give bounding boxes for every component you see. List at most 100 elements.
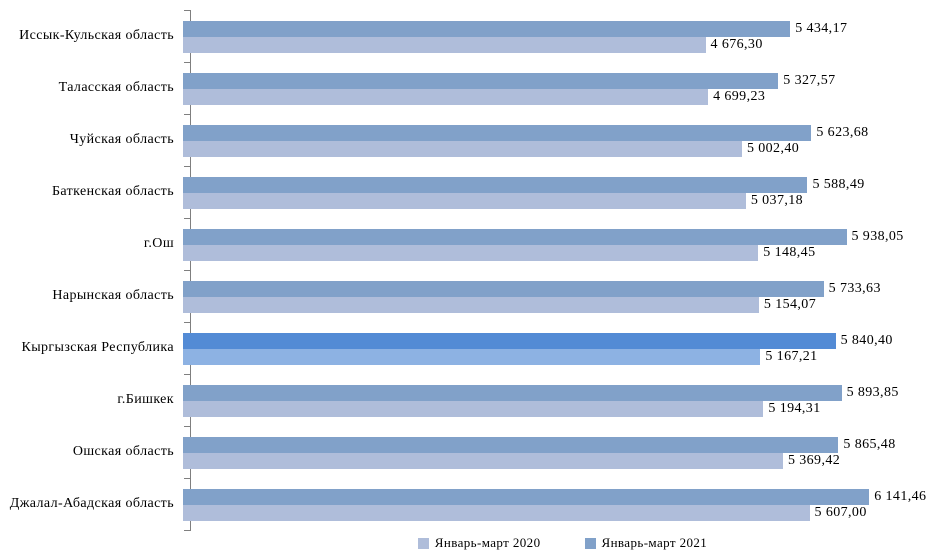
bar-Январь-март 2021 [183,281,824,297]
category-label: Баткенская область [51,183,174,199]
bar-line: 5 369,42 [183,453,935,469]
category-label: Джалал-Абадская область [9,495,174,511]
bar-Январь-март 2020 [183,505,810,521]
bar-Январь-март 2020 [183,297,759,313]
bar-value-label: 5 154,07 [763,297,817,312]
category-label: Нарынская область [52,287,174,303]
bar-value-label: 5 865,48 [843,437,896,452]
bar-Январь-март 2021 [183,229,847,245]
bar-Январь-март 2021 [183,385,842,401]
axis-tick [184,114,190,115]
bar-group: 5 588,49 5 037,18 [182,166,935,218]
chart-row: Иссык-Кульская область 5 434,17 4 676,30 [0,10,935,62]
bar-Январь-март 2020 [183,89,709,105]
bar-value-label: 5 840,40 [840,333,893,348]
chart-row: Ошская область 5 865,48 5 369,42 [0,426,935,478]
legend-item: Январь-март 2021 [584,535,708,551]
bar-value-label: 5 434,17 [795,21,848,36]
bar-group: 5 938,05 5 148,45 [182,218,935,270]
bar-value-label: 5 893,85 [846,385,899,400]
bar-value-label: 5 194,31 [768,401,821,416]
legend-label: Январь-март 2021 [601,535,708,550]
bar-line: 5 623,68 [183,125,935,141]
bar-Январь-март 2021 [183,21,791,37]
bar-line: 5 607,00 [183,505,935,521]
bar-Январь-март 2021 [183,333,836,349]
bar-group: 6 141,46 5 607,00 [182,478,935,530]
axis-tick [184,374,190,375]
bar-line: 5 938,05 [183,229,935,245]
bar-Январь-март 2021 [183,489,870,505]
legend-swatch-icon [417,537,429,549]
bar-group: 5 893,85 5 194,31 [182,374,935,426]
bar-value-label: 5 607,00 [814,505,867,520]
category-label: Кыргызская Республика [21,339,174,355]
legend-item: Январь-март 2020 [417,535,541,551]
bar-line: 5 588,49 [183,177,935,193]
axis-tick [184,62,190,63]
chart-row: Чуйская область 5 623,68 5 002,40 [0,114,935,166]
axis-tick [184,478,190,479]
axis-tick [184,426,190,427]
bar-Январь-март 2021 [183,437,839,453]
bar-line: 4 676,30 [183,37,935,53]
bar-Январь-март 2020 [183,401,764,417]
legend-label: Январь-март 2020 [434,535,541,550]
category-label: Таласская область [58,79,174,95]
chart-row: Кыргызская Республика 5 840,40 5 167,21 [0,322,935,374]
bar-Январь-март 2020 [183,245,759,261]
bar-line: 5 194,31 [183,401,935,417]
chart-row: г.Бишкек 5 893,85 5 194,31 [0,374,935,426]
axis-tick [184,270,190,271]
bar-line: 5 733,63 [183,281,935,297]
bar-line: 5 434,17 [183,21,935,37]
bar-line: 5 840,40 [183,333,935,349]
category-label: Иссык-Кульская область [19,27,174,43]
legend: Январь-март 2020 Январь-март 2021 [190,535,935,551]
bar-value-label: 5 002,40 [746,141,800,156]
bar-group: 5 865,48 5 369,42 [182,426,935,478]
bar-group: 5 623,68 5 002,40 [182,114,935,166]
bar-Январь-март 2020 [183,349,761,365]
bar-Январь-март 2021 [183,73,779,89]
category-label: Чуйская область [69,131,174,147]
bar-group: 5 434,17 4 676,30 [182,10,935,62]
bar-value-label: 5 167,21 [765,349,818,364]
bar-value-label: 5 037,18 [750,193,804,208]
bar-line: 5 148,45 [183,245,935,261]
chart-rows: Иссык-Кульская область 5 434,17 4 676,30 Та… [0,10,935,530]
bar-group: 5 840,40 5 167,21 [182,322,935,374]
chart-row: Баткенская область 5 588,49 5 037,18 [0,166,935,218]
legend-swatch-icon [584,537,596,549]
axis-tick [184,322,190,323]
bar-group: 5 733,63 5 154,07 [182,270,935,322]
bar-Январь-март 2020 [183,37,706,53]
bar-value-label: 5 938,05 [851,229,904,244]
bar-value-label: 4 676,30 [710,37,763,52]
category-label: г.Ош [143,235,174,251]
axis-tick [184,10,190,11]
axis-tick [184,166,190,167]
category-label: г.Бишкек [117,391,174,407]
bar-line: 5 154,07 [183,297,935,313]
chart-row: г.Ош 5 938,05 5 148,45 [0,218,935,270]
plot-area: Иссык-Кульская область 5 434,17 4 676,30 Та… [0,10,935,531]
bar-Январь-март 2020 [183,141,742,157]
category-axis-line [190,10,191,531]
bar-line: 5 327,57 [183,73,935,89]
bar-Январь-март 2021 [183,125,812,141]
bar-Январь-март 2020 [183,453,783,469]
bar-line: 5 167,21 [183,349,935,365]
category-label: Ошская область [72,443,174,459]
chart-row: Джалал-Абадская область 6 141,46 5 607,00 [0,478,935,530]
axis-tick [184,530,190,531]
chart-row: Нарынская область 5 733,63 5 154,07 [0,270,935,322]
bar-line: 6 141,46 [183,489,935,505]
chart-row: Таласская область 5 327,57 4 699,23 [0,62,935,114]
bar-value-label: 5 588,49 [812,177,865,192]
bar-value-label: 5 148,45 [763,245,816,260]
bar-Январь-март 2021 [183,177,808,193]
bar-Январь-март 2020 [183,193,746,209]
bar-line: 5 893,85 [183,385,935,401]
